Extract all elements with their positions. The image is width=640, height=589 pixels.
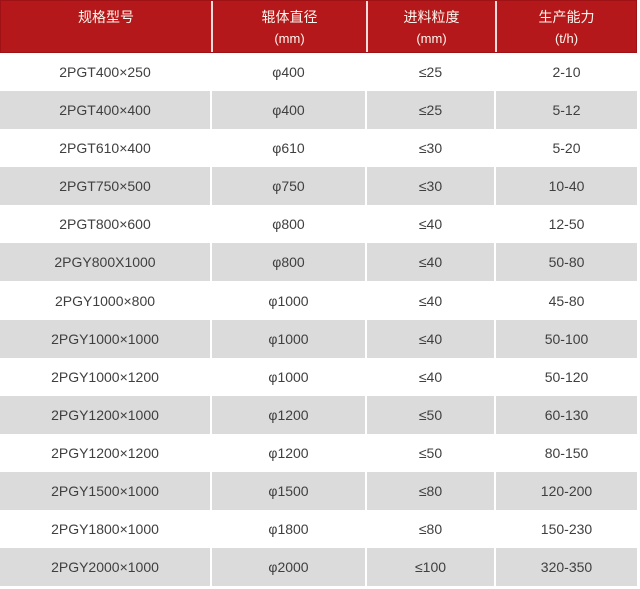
table-row: 2PGT400×400 φ400 ≤25 5-12 xyxy=(0,91,637,130)
table-cell: 5-12 xyxy=(552,102,581,119)
table-cell: 2PGY1000×1000 xyxy=(0,319,212,358)
table-cell: 80-150 xyxy=(544,444,589,461)
table-row: 2PGY1800×1000 φ1800 ≤80 150-230 xyxy=(0,509,637,549)
table-row: 2PGY1000×1200 φ1000 ≤40 50-120 xyxy=(0,357,637,396)
table-row: 2PGY1200×1000 φ1200 ≤50 60-130 xyxy=(0,395,637,434)
table-cell: ≤30 xyxy=(367,167,496,206)
table-cell: φ1200 xyxy=(212,433,367,472)
table-cell: ≤25 xyxy=(367,91,496,130)
table-cell: ≤50 xyxy=(367,395,496,434)
table-cell: ≤80 xyxy=(367,509,496,549)
table-cell: ≤25 xyxy=(367,53,496,92)
header-label: 生产能力 xyxy=(538,9,595,25)
table-cell: 10-40 xyxy=(548,178,585,195)
table-cell: φ400 xyxy=(212,91,367,130)
table-cell: φ800 xyxy=(212,243,367,282)
table-cell: ≤40 xyxy=(367,357,496,396)
table-cell: 320-350 xyxy=(540,559,593,576)
table-cell: 2PGY800X1000 xyxy=(0,243,212,282)
table-cell: φ750 xyxy=(212,167,367,206)
table-cell: ≤40 xyxy=(367,243,496,282)
table-cell: φ1800 xyxy=(212,509,367,549)
table-row: 2PGT750×500 φ750 ≤30 10-40 xyxy=(0,167,637,206)
table-row: 2PGY1500×1000 φ1500 ≤80 120-200 xyxy=(0,471,637,510)
table-cell: 2PGT750×500 xyxy=(0,167,212,206)
table-row: 2PGY2000×1000 φ2000 ≤100 320-350 xyxy=(0,548,637,587)
table-cell: ≤30 xyxy=(367,129,496,168)
table-cell: 150-230 xyxy=(540,520,593,537)
table-cell: 2PGT400×250 xyxy=(0,53,212,92)
header-label: 规格型号 xyxy=(78,9,134,25)
table-cell: φ1200 xyxy=(212,395,367,434)
header-unit: (mm) xyxy=(274,31,305,46)
header-label: 进料粒度 xyxy=(403,9,460,25)
header-cell-feed-size: 进料粒度 (mm) xyxy=(368,1,497,52)
table-row: 2PGY800X1000 φ800 ≤40 50-80 xyxy=(0,243,637,282)
header-cell-model: 规格型号 xyxy=(1,1,213,52)
table-cell: ≤40 xyxy=(367,319,496,358)
table-cell: 2PGY1200×1200 xyxy=(0,433,212,472)
table-cell: 50-80 xyxy=(548,254,585,271)
table-cell: 2PGT400×400 xyxy=(0,91,212,130)
table-cell: 2-10 xyxy=(552,64,581,81)
header-label: 辊体直径 xyxy=(261,9,318,25)
header-unit: (mm) xyxy=(416,31,447,46)
table-row: 2PGT800×600 φ800 ≤40 12-50 xyxy=(0,205,637,244)
table-cell: 2PGY1000×1200 xyxy=(0,357,212,396)
table-row: 2PGY1200×1200 φ1200 ≤50 80-150 xyxy=(0,433,637,472)
table-cell: φ400 xyxy=(212,53,367,92)
header-unit: (t/h) xyxy=(554,31,579,46)
table-cell: φ1000 xyxy=(212,281,367,320)
table-cell: 5-20 xyxy=(552,140,581,157)
table-cell: ≤50 xyxy=(367,433,496,472)
table-row: 2PGY1000×800 φ1000 ≤40 45-80 xyxy=(0,281,637,320)
header-cell-capacity: 生产能力 (t/h) xyxy=(497,1,636,52)
table-cell: 60-130 xyxy=(544,406,589,423)
table-cell: ≤40 xyxy=(367,205,496,244)
table-cell: 2PGT800×600 xyxy=(0,205,212,244)
table-row: 2PGT610×400 φ610 ≤30 5-20 xyxy=(0,129,637,168)
table-cell: ≤100 xyxy=(367,548,496,587)
table-cell: φ1000 xyxy=(212,319,367,358)
table-cell: 2PGY1500×1000 xyxy=(0,471,212,510)
table-header-row: 规格型号 辊体直径 (mm) 进料粒度 (mm) 生产能力 (t/h) xyxy=(0,0,637,53)
table-cell: ≤40 xyxy=(367,281,496,320)
table-cell: 50-120 xyxy=(544,368,589,385)
table-row: 2PGT400×250 φ400 ≤25 2-10 xyxy=(0,53,637,92)
table-cell: φ1000 xyxy=(212,357,367,396)
table-cell: 2PGY1200×1000 xyxy=(0,395,212,434)
table-cell: φ610 xyxy=(212,129,367,168)
table-cell: 2PGY1800×1000 xyxy=(0,509,212,549)
header-cell-roller-diameter: 辊体直径 (mm) xyxy=(213,1,368,52)
table-cell: 45-80 xyxy=(548,292,585,309)
table-body: 2PGT400×250 φ400 ≤25 2-10 2PGT400×400 φ400 ≤25… xyxy=(0,53,637,587)
table-cell: 50-100 xyxy=(544,330,589,347)
table-cell: 12-50 xyxy=(548,216,585,233)
table-row: 2PGY1000×1000 φ1000 ≤40 50-100 xyxy=(0,319,637,358)
table-cell: φ1500 xyxy=(212,471,367,510)
table-cell: 2PGY2000×1000 xyxy=(0,548,212,587)
table-cell: φ800 xyxy=(212,205,367,244)
table-cell: 2PGY1000×800 xyxy=(0,281,212,320)
table-cell: 120-200 xyxy=(540,482,593,499)
table-cell: ≤80 xyxy=(367,471,496,510)
table-cell: 2PGT610×400 xyxy=(0,129,212,168)
table-cell: φ2000 xyxy=(212,548,367,587)
